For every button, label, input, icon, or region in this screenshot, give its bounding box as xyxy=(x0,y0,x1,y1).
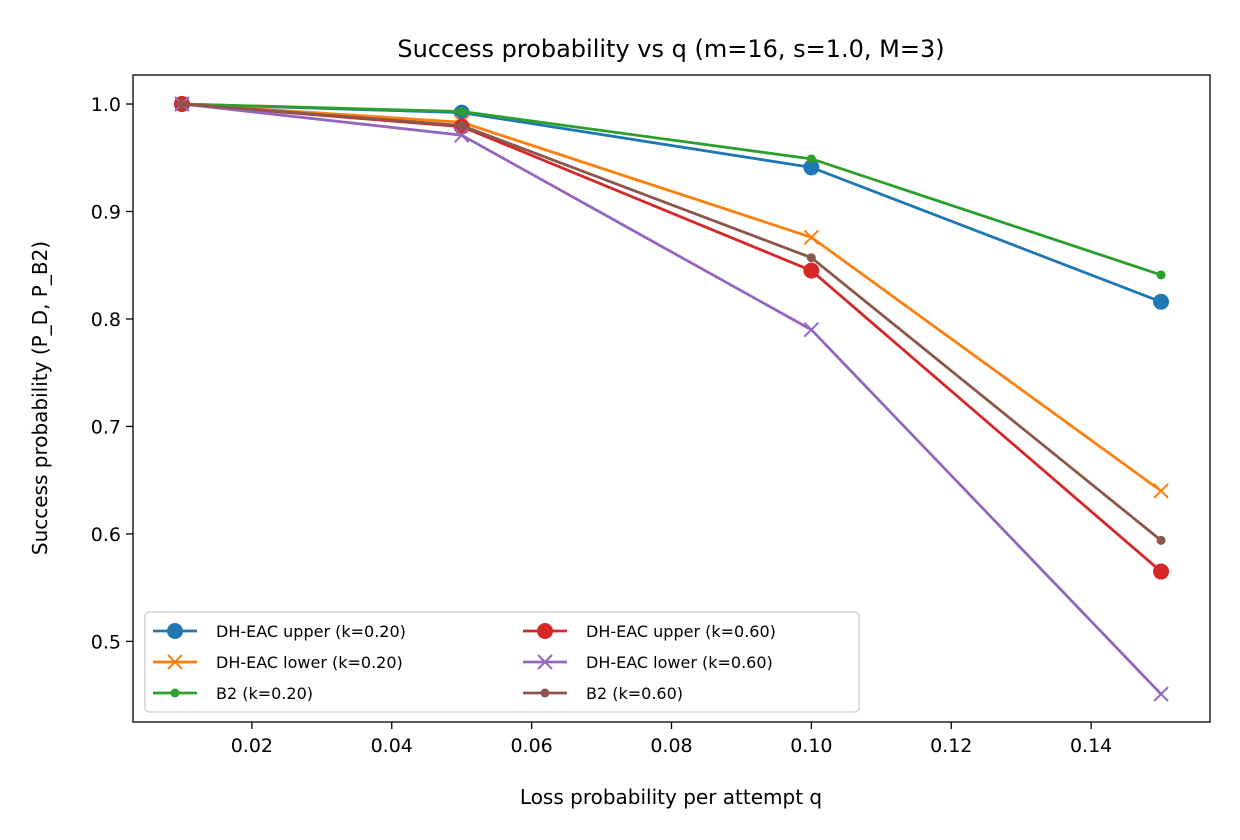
x-tick-label: 0.12 xyxy=(930,735,972,757)
legend-label: B2 (k=0.60) xyxy=(586,684,683,703)
legend-label: DH-EAC lower (k=0.60) xyxy=(586,653,773,672)
y-tick-label: 0.5 xyxy=(91,631,121,653)
data-point xyxy=(803,322,820,338)
data-point xyxy=(1156,535,1166,545)
legend-item: B2 (k=0.20) xyxy=(153,684,313,703)
data-point xyxy=(1156,270,1166,280)
data-point xyxy=(803,159,820,176)
legend-box xyxy=(144,611,860,713)
x-tick-label: 0.10 xyxy=(790,735,832,757)
legend-marker xyxy=(540,688,550,698)
series-line xyxy=(181,102,1162,277)
data-point xyxy=(177,99,187,109)
plot-area xyxy=(173,96,1170,702)
legend-label: DH-EAC lower (k=0.20) xyxy=(216,653,403,672)
x-tick-label: 0.02 xyxy=(231,735,273,757)
data-point xyxy=(806,154,816,164)
series-line xyxy=(181,102,1162,542)
y-tick-label: 0.6 xyxy=(91,524,121,546)
y-tick-label: 1.0 xyxy=(91,94,121,116)
legend-item: DH-EAC lower (k=0.20) xyxy=(153,653,403,672)
data-point xyxy=(806,253,816,263)
y-tick-label: 0.9 xyxy=(91,201,121,223)
data-point xyxy=(803,229,820,245)
x-tick-label: 0.14 xyxy=(1070,735,1112,757)
legend-label: B2 (k=0.20) xyxy=(216,684,313,703)
legend-item: DH-EAC upper (k=0.20) xyxy=(153,622,406,641)
legend-marker xyxy=(170,688,180,698)
x-axis-label: Loss probability per attempt q xyxy=(520,785,822,809)
y-tick-label: 0.8 xyxy=(91,309,121,331)
x-tick-label: 0.06 xyxy=(510,735,552,757)
y-axis-label: Success probability (P_D, P_B2) xyxy=(28,241,52,555)
data-point xyxy=(457,121,467,131)
legend-marker xyxy=(537,654,553,670)
legend-item: DH-EAC upper (k=0.60) xyxy=(523,622,776,641)
axis-ticks: 0.02 0.04 0.06 0.08 0.10 0.12 0.14 0.5 0.6 0.7 0.8… xyxy=(91,94,1112,757)
data-point xyxy=(1153,563,1170,580)
data-point xyxy=(453,127,470,143)
series-6 xyxy=(177,99,1166,545)
legend: DH-EAC upper (k=0.20) DH-EAC lower (k=0.2… xyxy=(144,611,860,713)
chart-title: Success probability vs q (m=16, s=1.0, M… xyxy=(397,35,944,63)
legend-marker xyxy=(167,654,183,670)
legend-label: DH-EAC upper (k=0.20) xyxy=(216,622,406,641)
plot-frame xyxy=(132,74,1211,723)
x-tick-label: 0.08 xyxy=(650,735,692,757)
data-point xyxy=(803,262,820,279)
series-line xyxy=(181,102,1163,696)
series-line xyxy=(181,102,1162,493)
data-point xyxy=(1153,686,1169,702)
legend-marker xyxy=(537,623,553,639)
legend-label: DH-EAC upper (k=0.60) xyxy=(586,622,776,641)
legend-marker xyxy=(167,623,183,639)
x-tick-label: 0.04 xyxy=(371,735,413,757)
legend-item: B2 (k=0.60) xyxy=(523,684,683,703)
y-tick-label: 0.7 xyxy=(91,416,121,438)
data-point xyxy=(1153,483,1169,499)
data-point xyxy=(457,107,467,117)
legend-item: DH-EAC lower (k=0.60) xyxy=(523,653,773,672)
data-point xyxy=(1153,293,1170,310)
